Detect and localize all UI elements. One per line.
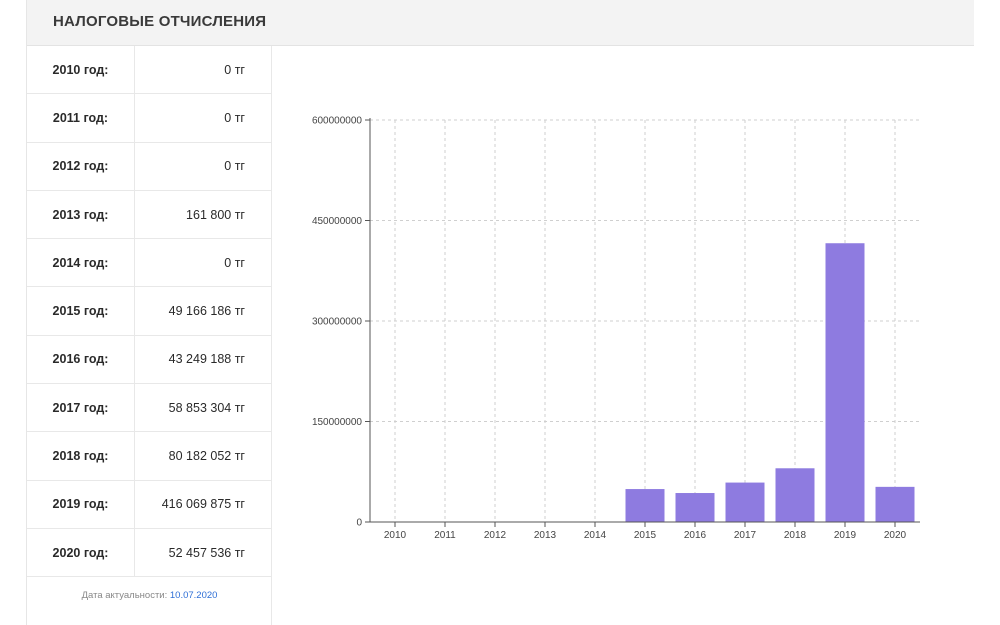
year-cell: 2013 год: [27, 190, 135, 239]
tax-table: 2010 год: 0 тг 2011 год: 0 тг 2012 год: 0 тг 2… [27, 46, 272, 578]
table-divider [271, 46, 272, 625]
table-row: 2015 год: 49 166 186 тг [27, 287, 272, 336]
table-row: 2016 год: 43 249 188 тг [27, 335, 272, 385]
y-tick-label: 600000000 [312, 116, 362, 127]
x-tick-label: 2019 [834, 530, 857, 541]
x-tick-label: 2018 [784, 530, 807, 541]
y-tick-label: 150000000 [312, 417, 362, 428]
x-tick-label: 2012 [484, 530, 507, 541]
table-row: 2011 год: 0 тг [27, 94, 272, 143]
year-cell: 2010 год: [27, 46, 135, 94]
amount-cell: 43 249 188 тг [168, 352, 245, 367]
amount-cell: 58 853 304 тг [168, 400, 245, 415]
year-cell: 2016 год: [27, 335, 135, 384]
year-cell: 2020 год: [27, 528, 135, 577]
year-cell: 2019 год: [27, 480, 135, 528]
x-tick-label: 2016 [684, 530, 707, 541]
amount-cell: 0 тг [224, 62, 245, 77]
table-row: 2010 год: 0 тг [27, 46, 272, 95]
table-row: 2017 год: 58 853 304 тг [27, 384, 272, 433]
table-row: 2020 год: 52 457 536 тг [27, 528, 272, 578]
year-cell: 2015 год: [27, 287, 135, 335]
x-tick-label: 2020 [884, 530, 907, 541]
x-tick-label: 2015 [634, 530, 657, 541]
amount-cell: 0 тг [224, 255, 245, 270]
x-tick-label: 2017 [734, 530, 757, 541]
bar-2017 [725, 482, 765, 522]
y-tick-label: 450000000 [312, 216, 362, 227]
y-tick-label: 0 [356, 518, 362, 529]
data-date-value: 10.07.2020 [169, 590, 218, 601]
bar-2016 [675, 493, 715, 522]
table-row: 2019 год: 416 069 875 тг [27, 480, 272, 529]
x-tick-label: 2013 [534, 530, 557, 541]
data-date-label: Дата актуальности: [81, 590, 168, 601]
panel-title: НАЛОГОВЫЕ ОТЧИСЛЕНИЯ [53, 13, 267, 30]
x-tick-label: 2014 [584, 530, 607, 541]
bar-2019 [825, 243, 865, 522]
year-cell: 2018 год: [27, 432, 135, 480]
year-cell: 2014 год: [27, 239, 135, 287]
table-row: 2013 год: 161 800 тг [27, 190, 272, 240]
bar-2015 [625, 489, 665, 522]
y-tick-label: 300000000 [312, 317, 362, 328]
table-row: 2012 год: 0 тг [27, 142, 272, 191]
bar-2018 [775, 468, 815, 522]
year-cell: 2012 год: [27, 142, 135, 190]
year-cell: 2011 год: [27, 94, 135, 142]
amount-cell: 49 166 186 тг [168, 304, 245, 319]
amount-cell: 52 457 536 тг [168, 545, 245, 560]
amount-cell: 80 182 052 тг [168, 449, 245, 464]
tax-panel: НАЛОГОВЫЕ ОТЧИСЛЕНИЯ 2010 год: 0 тг 2011 г… [26, 0, 974, 625]
bar-2020 [875, 486, 915, 522]
x-tick-label: 2011 [434, 530, 456, 541]
table-row: 2014 год: 0 тг [27, 239, 272, 288]
amount-cell: 161 800 тг [186, 207, 245, 222]
year-cell: 2017 год: [27, 384, 135, 432]
data-date-footer: Дата актуальности: 10.07.2020 [27, 590, 272, 601]
amount-cell: 0 тг [224, 159, 245, 174]
x-tick-label: 2010 [384, 530, 407, 541]
table-row: 2018 год: 80 182 052 тг [27, 432, 272, 481]
amount-cell: 0 тг [224, 110, 245, 125]
panel-header: НАЛОГОВЫЕ ОТЧИСЛЕНИЯ [27, 0, 974, 46]
amount-cell: 416 069 875 тг [161, 497, 245, 512]
